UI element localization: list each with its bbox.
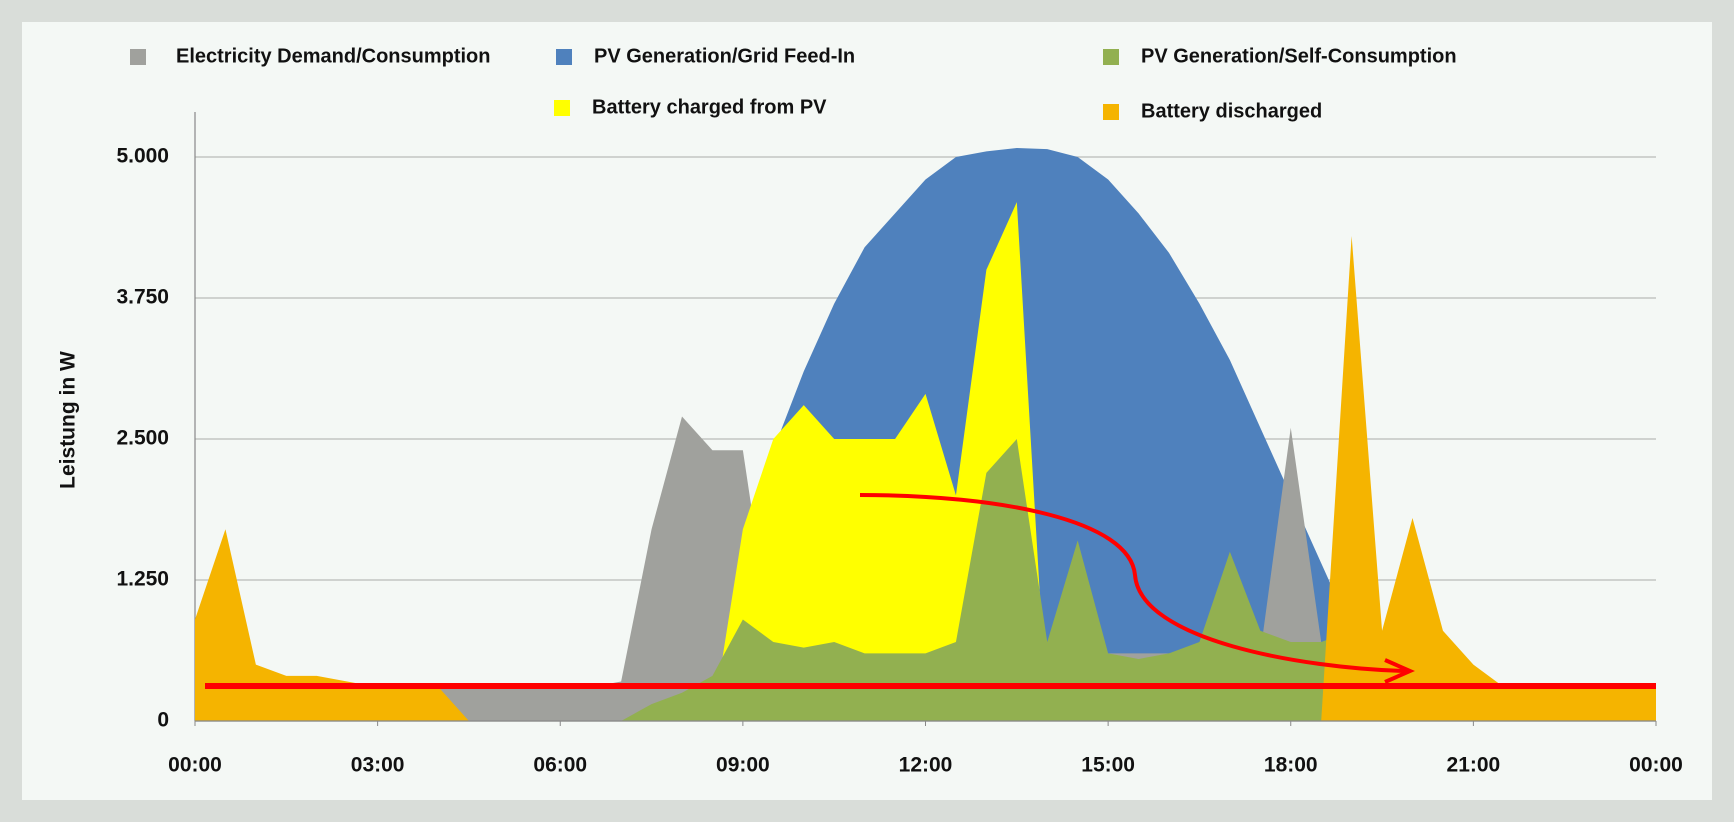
area [195, 439, 1656, 721]
legend-swatch [554, 100, 570, 116]
shift-arrow [859, 493, 1406, 673]
area [195, 202, 1656, 721]
area [195, 235, 1656, 721]
x-tick-label: 00:00 [168, 754, 222, 777]
legend-swatch [130, 49, 146, 65]
legend-label: Battery discharged [1141, 100, 1322, 122]
x-tick-label: 21:00 [1447, 754, 1501, 777]
arrow-head [1384, 658, 1415, 684]
legend-swatch [1103, 104, 1119, 120]
x-tick-label: 15:00 [1081, 754, 1135, 777]
legend-label: Electricity Demand/Consumption [176, 45, 491, 67]
x-tick-label: 09:00 [716, 754, 770, 777]
y-tick-label: 2.500 [116, 427, 169, 450]
x-tick-label: 18:00 [1264, 754, 1318, 777]
y-tick-label: 5.000 [116, 145, 169, 168]
x-tick-label: 06:00 [533, 754, 587, 777]
legend-swatch [1103, 49, 1119, 65]
y-tick-label: 1.250 [116, 568, 169, 591]
legend-label: Battery charged from PV [592, 96, 827, 118]
y-axis-label: Leistung in W [57, 351, 80, 489]
y-tick-label: 3.750 [116, 286, 169, 309]
legend-swatch [556, 49, 572, 65]
x-tick-label: 03:00 [351, 754, 405, 777]
y-tick-label: 0 [157, 709, 169, 732]
legend-label: PV Generation/Self-Consumption [1141, 45, 1457, 67]
x-tick-label: 00:00 [1629, 754, 1683, 777]
x-tick-label: 12:00 [899, 754, 953, 777]
legend-label: PV Generation/Grid Feed-In [594, 45, 855, 67]
